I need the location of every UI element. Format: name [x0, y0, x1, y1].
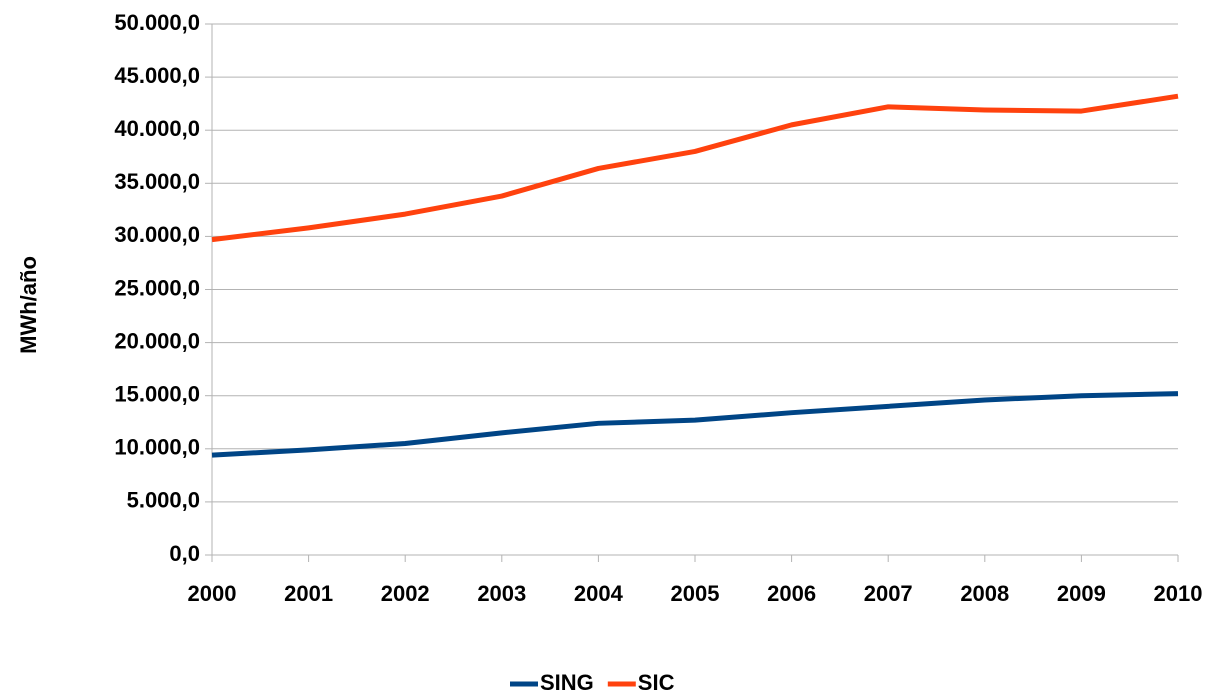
y-tick-label: 0,0: [169, 541, 200, 566]
x-tick-label: 2007: [864, 581, 913, 606]
x-tick-label: 2010: [1154, 581, 1203, 606]
legend-label: SIC: [638, 670, 675, 695]
y-tick-label: 50.000,0: [114, 10, 200, 35]
series-line: [211, 391, 1179, 458]
legend-label: SING: [540, 670, 594, 695]
x-tick-label: 2001: [284, 581, 333, 606]
y-tick-label: 35.000,0: [114, 169, 200, 194]
x-tick-label: 2006: [767, 581, 816, 606]
x-tick-label: 2008: [960, 581, 1009, 606]
y-tick-label: 30.000,0: [114, 222, 200, 247]
y-tick-label: 45.000,0: [114, 63, 200, 88]
y-tick-label: 40.000,0: [114, 116, 200, 141]
x-tick-label: 2009: [1057, 581, 1106, 606]
x-tick-label: 2003: [477, 581, 526, 606]
x-tick-label: 2000: [188, 581, 237, 606]
x-tick-label: 2004: [574, 581, 624, 606]
y-tick-label: 10.000,0: [114, 435, 200, 460]
y-tick-label: 20.000,0: [114, 328, 200, 353]
y-tick-label: 15.000,0: [114, 382, 200, 407]
series-line: [211, 93, 1179, 243]
y-axis-label: MWh/año: [16, 256, 41, 354]
y-tick-label: 25.000,0: [114, 275, 200, 300]
x-tick-label: 2005: [671, 581, 720, 606]
y-tick-label: 5.000,0: [127, 488, 200, 513]
x-tick-label: 2002: [381, 581, 430, 606]
